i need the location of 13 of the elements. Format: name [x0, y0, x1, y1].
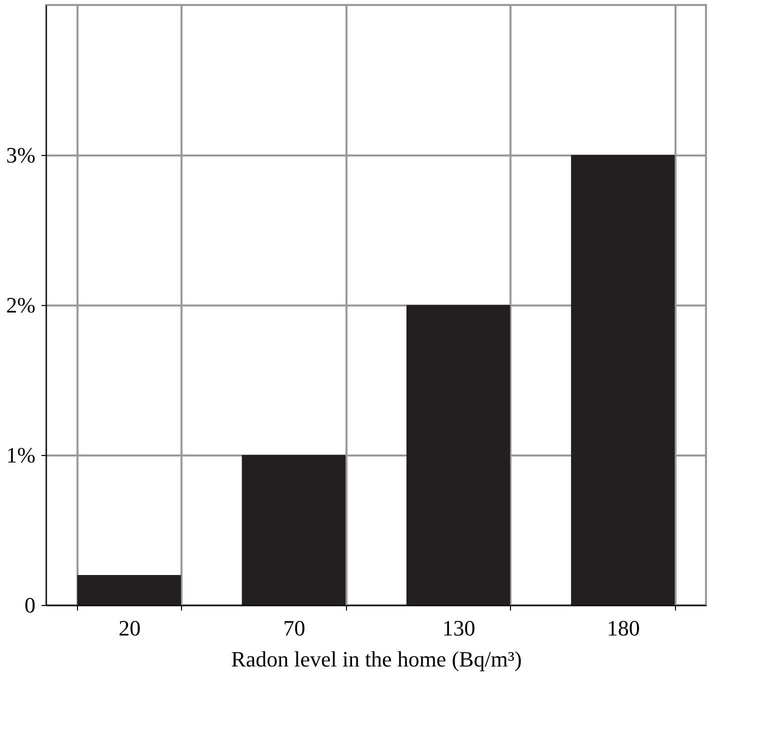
y-tick-label: 0: [24, 592, 36, 618]
x-tick-label: 70: [283, 616, 306, 640]
x-tick-label: 180: [606, 616, 640, 640]
bar: [242, 455, 346, 605]
bar: [406, 305, 510, 605]
x-axis-title: Radon level in the home (Bq/m³): [231, 646, 522, 672]
y-tick-label: 1%: [6, 442, 36, 468]
y-tick-label: 2%: [6, 292, 36, 318]
bar: [571, 155, 675, 605]
y-tick-label: 3%: [6, 142, 36, 168]
x-tick-label: 20: [118, 616, 141, 640]
bar: [77, 575, 181, 605]
x-tick-label: 130: [442, 616, 476, 640]
